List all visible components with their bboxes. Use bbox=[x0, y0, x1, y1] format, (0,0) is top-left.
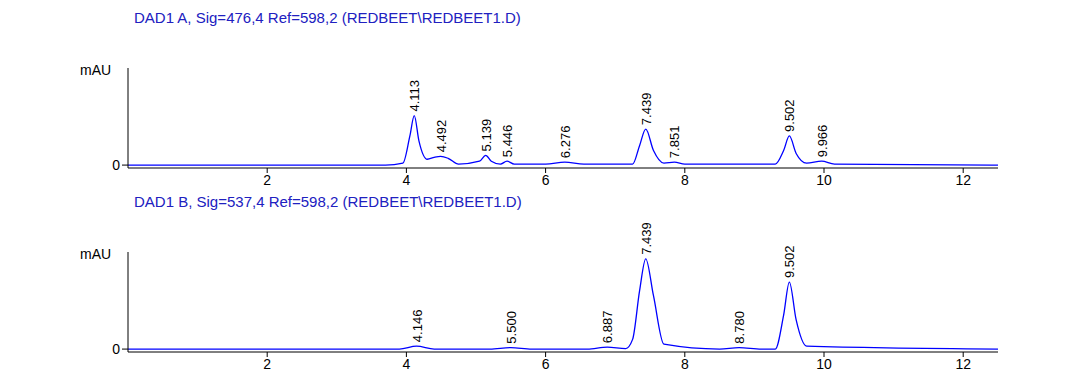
svg-text:0: 0 bbox=[112, 341, 120, 357]
svg-text:12: 12 bbox=[955, 356, 971, 372]
svg-text:7.439: 7.439 bbox=[639, 222, 654, 255]
svg-text:5.500: 5.500 bbox=[504, 311, 519, 344]
svg-text:10: 10 bbox=[816, 172, 832, 188]
svg-text:10: 10 bbox=[816, 356, 832, 372]
svg-text:4.492: 4.492 bbox=[434, 120, 449, 153]
svg-text:6.887: 6.887 bbox=[600, 311, 615, 344]
svg-text:4: 4 bbox=[403, 356, 411, 372]
svg-text:8: 8 bbox=[681, 172, 689, 188]
svg-text:4.146: 4.146 bbox=[410, 310, 425, 343]
svg-text:7.439: 7.439 bbox=[639, 93, 654, 126]
svg-text:0: 0 bbox=[112, 157, 120, 173]
svg-text:12: 12 bbox=[955, 172, 971, 188]
html-text:mAU: mAU bbox=[80, 246, 112, 262]
svg-text:5.139: 5.139 bbox=[479, 119, 494, 152]
svg-text:2: 2 bbox=[263, 356, 271, 372]
html-text:DAD1 A, Sig=476,4 Ref=598,2 (R: DAD1 A, Sig=476,4 Ref=598,2 (REDBEET\RED… bbox=[134, 9, 521, 26]
svg-text:2: 2 bbox=[263, 172, 271, 188]
svg-text:9.502: 9.502 bbox=[782, 99, 797, 132]
svg-text:4.113: 4.113 bbox=[407, 80, 422, 112]
svg-text:4: 4 bbox=[403, 172, 411, 188]
svg-text:9.966: 9.966 bbox=[815, 125, 830, 158]
svg-text:8.780: 8.780 bbox=[732, 311, 747, 344]
html-text:mAU: mAU bbox=[80, 62, 112, 78]
svg-text:6.276: 6.276 bbox=[558, 126, 573, 159]
svg-text:6: 6 bbox=[542, 356, 550, 372]
svg-text:7.851: 7.851 bbox=[667, 126, 682, 159]
svg-text:5.446: 5.446 bbox=[500, 125, 515, 158]
svg-text:9.502: 9.502 bbox=[782, 246, 797, 279]
html-text:DAD1 B, Sig=537,4 Ref=598,2 (R: DAD1 B, Sig=537,4 Ref=598,2 (REDBEET\RED… bbox=[134, 193, 522, 210]
svg-text:8: 8 bbox=[681, 356, 689, 372]
svg-text:6: 6 bbox=[542, 172, 550, 188]
